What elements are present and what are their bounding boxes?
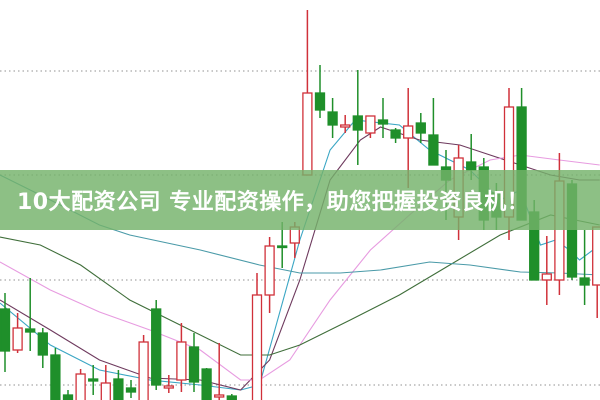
candle-down	[37, 332, 48, 356]
candle-down	[352, 115, 363, 131]
candle-up	[403, 125, 414, 139]
candle-down	[201, 368, 212, 400]
candle-down	[277, 245, 288, 249]
banner-text: 10大配资公司 专业配资操作，助您把握投资良机！	[17, 190, 530, 215]
candle-down	[88, 378, 99, 382]
candle-up	[138, 341, 149, 400]
candle-up	[592, 226, 600, 286]
candle-up	[264, 245, 275, 296]
candle-down	[50, 354, 61, 400]
candle-down	[125, 387, 137, 393]
candle-up	[340, 124, 351, 128]
candle-up	[12, 327, 23, 351]
moving-average-line	[0, 214, 600, 356]
candle-up	[214, 394, 225, 398]
candle-down	[579, 277, 590, 286]
candle-up	[365, 115, 376, 134]
candle-down	[415, 122, 426, 134]
candle-up	[100, 382, 111, 400]
candle-down	[0, 308, 11, 352]
candle-up	[302, 92, 313, 176]
candle-down	[25, 328, 36, 333]
candle-up	[163, 385, 174, 389]
candle-down	[151, 308, 162, 386]
candle-down	[377, 119, 389, 125]
candle-down	[113, 378, 124, 400]
candle-down	[327, 111, 338, 126]
ad-banner[interactable]: 10大配资公司 专业配资操作，助您把握投资良机！	[0, 170, 600, 230]
candle-up	[251, 294, 263, 400]
candle-down	[188, 346, 200, 383]
candle-up	[176, 341, 187, 381]
candle-up	[75, 373, 86, 400]
candle-up	[541, 273, 552, 281]
candle-down	[62, 394, 74, 400]
candle-down	[466, 161, 477, 171]
candle-down	[428, 134, 439, 166]
candle-down	[390, 129, 401, 139]
candle-down	[226, 395, 237, 400]
candle-down	[314, 92, 326, 111]
